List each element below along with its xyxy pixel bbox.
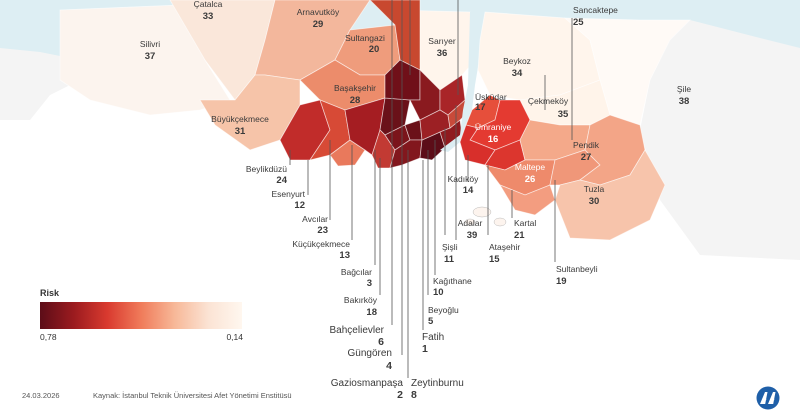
label-sariyer-rank: 36 xyxy=(437,48,448,59)
risk-legend: Risk 0,78 0,14 xyxy=(40,288,245,346)
label-beylikduzu-rank: 24 xyxy=(276,175,287,186)
label-beyoglu-rank: 5 xyxy=(428,316,434,327)
label-kucukcekmece-name: Küçükçekmece xyxy=(292,239,350,249)
label-gaziosmanpasa-rank: 2 xyxy=(397,389,403,401)
label-buyukcekmece-rank: 31 xyxy=(235,126,246,137)
legend-high-value: 0,78 xyxy=(40,332,57,342)
label-bahcelievler-rank: 6 xyxy=(378,336,384,348)
label-sultangazi-name: Sultangazi xyxy=(345,33,385,43)
label-tuzla-name: Tuzla xyxy=(584,184,605,194)
label-maltepe-name: Maltepe xyxy=(515,162,546,172)
district-tuzla xyxy=(554,149,666,241)
label-gaziosmanpasa-name: Gaziosmanpaşa xyxy=(331,378,404,389)
label-maltepe-rank: 26 xyxy=(525,174,536,185)
label-adalar-rank: 39 xyxy=(467,230,478,241)
land-kocaeli xyxy=(640,20,800,260)
label-kartal-rank: 21 xyxy=(514,230,525,241)
legend-low-value: 0,14 xyxy=(226,332,243,342)
label-catalca-name: Çatalca xyxy=(194,0,223,9)
label-tuzla-rank: 30 xyxy=(589,196,600,207)
bosphorus xyxy=(440,12,485,152)
label-sancaktepe-name: Sancaktepe xyxy=(573,5,618,15)
label-zeytinburnu-name: Zeytinburnu xyxy=(411,378,464,389)
district-avcilar xyxy=(329,139,366,167)
label-sisli-rank: 11 xyxy=(444,254,455,265)
label-gungoren-name: Güngören xyxy=(348,348,392,359)
label-avcilar-rank: 23 xyxy=(317,225,328,236)
label-fatih-name: Fatih xyxy=(422,332,444,343)
label-bahcelievler-name: Bahçelievler xyxy=(330,325,385,336)
label-adalar-name: Adalar xyxy=(458,218,483,228)
label-umraniye-rank: 16 xyxy=(488,134,499,145)
legend-title: Risk xyxy=(40,288,60,298)
district-sile xyxy=(563,17,691,126)
leader-lines xyxy=(289,0,573,378)
label-zeytinburnu-rank: 8 xyxy=(411,389,417,401)
label-beylikduzu-name: Beylikdüzü xyxy=(246,164,287,174)
island-adalar-2 xyxy=(493,217,507,227)
label-silivri-rank: 37 xyxy=(145,51,156,62)
label-sultangazi-rank: 20 xyxy=(369,44,380,55)
label-beykoz-name: Beykoz xyxy=(503,56,531,66)
label-uskudar-rank: 17 xyxy=(475,102,486,113)
label-pendik-rank: 27 xyxy=(581,152,592,163)
label-kagithane-name: Kağıthane xyxy=(433,276,472,286)
label-bakirkoy-name: Bakırköy xyxy=(344,295,378,305)
label-kucukcekmece-rank: 13 xyxy=(339,250,350,261)
label-sile-name: Şile xyxy=(677,84,691,94)
label-beyoglu-name: Beyoğlu xyxy=(428,305,459,315)
aa-logo-icon xyxy=(756,386,780,410)
label-arnavutkoy-rank: 29 xyxy=(313,19,324,30)
label-esenyurt-name: Esenyurt xyxy=(271,189,305,199)
label-catalca-rank: 33 xyxy=(203,11,214,22)
label-sancaktepe-rank: 25 xyxy=(573,17,584,28)
label-sultanbeyli-name: Sultanbeyli xyxy=(556,264,598,274)
label-atasehir-rank: 15 xyxy=(489,254,500,265)
legend-ticks: 0,78 0,14 xyxy=(40,332,245,346)
label-silivri-name: Silivri xyxy=(140,39,160,49)
label-esenyurt-rank: 12 xyxy=(294,200,305,211)
label-basaksehir-name: Başakşehir xyxy=(334,83,376,93)
label-fatih-rank: 1 xyxy=(422,343,428,355)
label-sile-rank: 38 xyxy=(679,96,690,107)
label-avcilar-name: Avcılar xyxy=(302,214,328,224)
legend-gradient-bar xyxy=(40,302,242,329)
label-bagcilar-rank: 3 xyxy=(367,278,372,289)
label-bakirkoy-rank: 18 xyxy=(366,307,377,318)
label-sisli-name: Şişli xyxy=(442,242,458,252)
label-umraniye-name: Ümraniye xyxy=(475,122,512,132)
label-uskudar-name: Üsküdar xyxy=(475,92,507,102)
label-bagcilar-name: Bağcılar xyxy=(341,267,372,277)
district-labels: Çatalca 33 Arnavutköy 29 Sancaktepe 25 S… xyxy=(140,0,692,401)
label-basaksehir-rank: 28 xyxy=(350,95,361,106)
label-sultanbeyli-rank: 19 xyxy=(556,276,567,287)
island-adalar-1 xyxy=(472,206,492,218)
island-adalar-3 xyxy=(464,218,476,226)
label-atasehir-name: Ataşehir xyxy=(489,242,520,252)
district-buyukcekmece xyxy=(199,74,301,151)
label-pendik-name: Pendik xyxy=(573,140,600,150)
sea-marmara xyxy=(0,110,800,419)
label-buyukcekmece-name: Büyükçekmece xyxy=(211,114,269,124)
label-kartal-name: Kartal xyxy=(514,218,536,228)
label-kagithane-rank: 10 xyxy=(433,287,444,298)
label-gungoren-rank: 4 xyxy=(386,360,392,372)
label-sariyer-name: Sarıyer xyxy=(428,36,456,46)
footer-date: 24.03.2026 xyxy=(22,391,60,400)
label-cekmekoy-name: Çekmeköy xyxy=(528,96,569,106)
label-arnavutkoy-name: Arnavutköy xyxy=(297,7,340,17)
label-kadikoy-rank: 14 xyxy=(463,185,474,196)
label-cekmekoy-rank: 35 xyxy=(558,109,569,120)
label-beykoz-rank: 34 xyxy=(512,68,523,79)
footer-source: Kaynak: İstanbul Teknik Üniversitesi Afe… xyxy=(93,391,292,400)
label-kadikoy-name: Kadıköy xyxy=(448,174,479,184)
